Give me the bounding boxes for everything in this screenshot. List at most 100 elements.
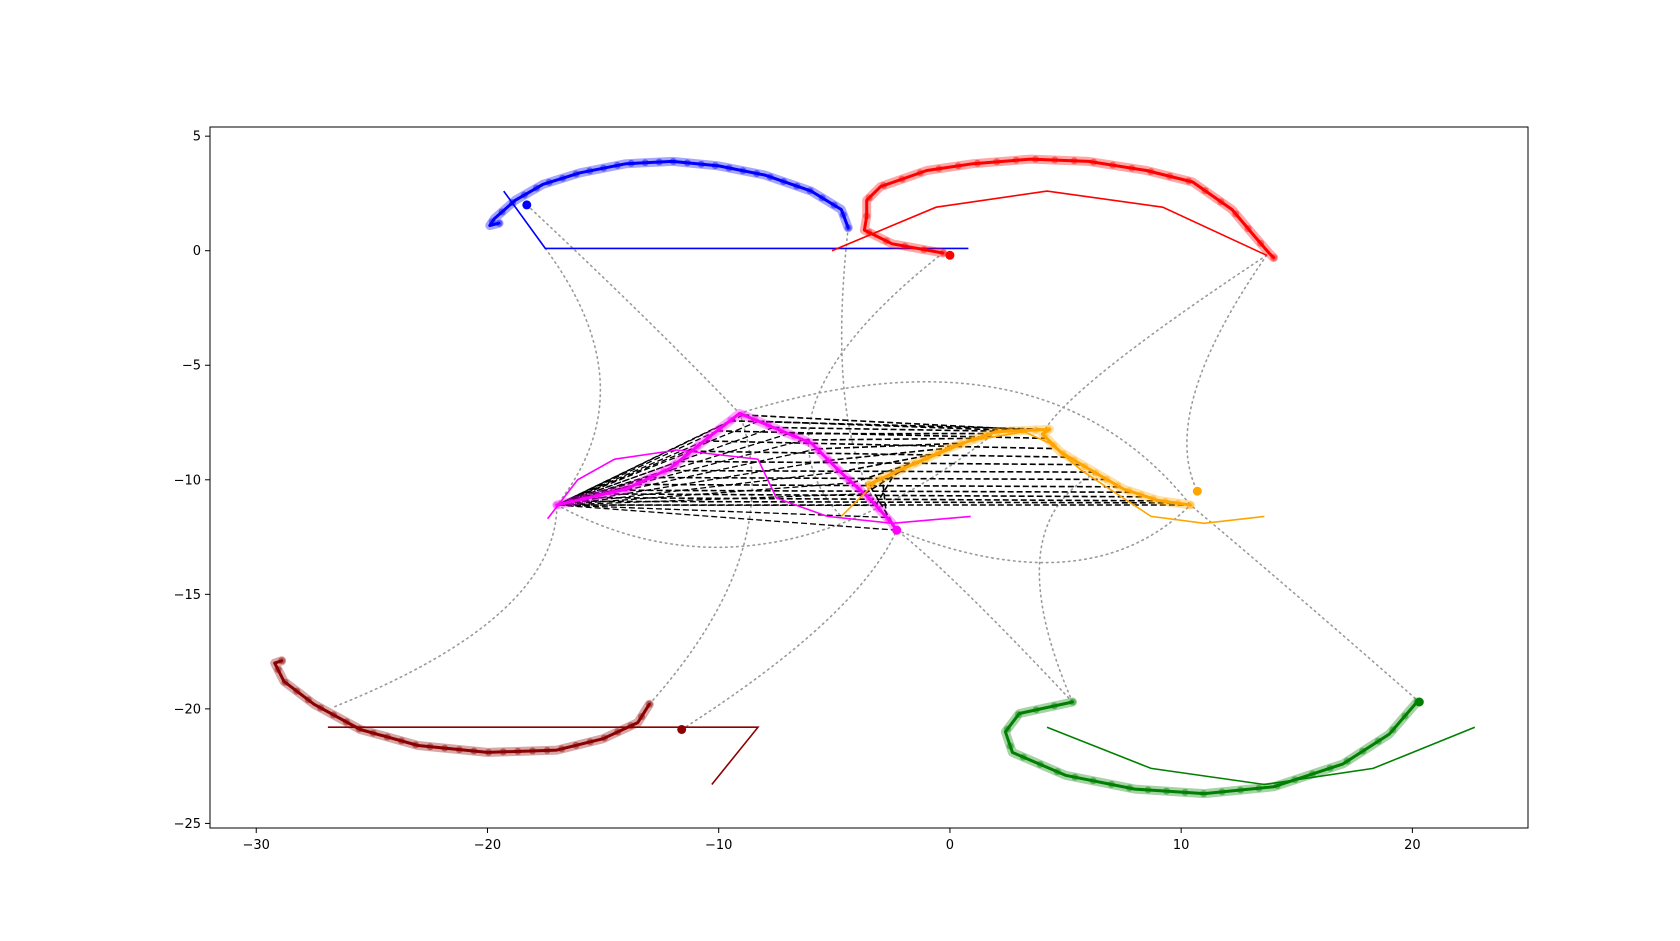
series-0-point-10 xyxy=(725,164,733,172)
series-5-point-9 xyxy=(1081,462,1089,470)
series-0-point-13 xyxy=(683,159,691,167)
series-5-point-1 xyxy=(1174,499,1182,507)
series-0-point-9 xyxy=(739,167,747,175)
series-2-point-14 xyxy=(455,746,463,754)
series-2 xyxy=(270,656,760,786)
connection-curve-14 xyxy=(895,504,1192,564)
series-3-point-13 xyxy=(1144,786,1152,794)
series-1-trajectory xyxy=(862,157,1276,260)
series-2-point-13 xyxy=(470,747,478,755)
series-4-point-12 xyxy=(705,433,713,441)
x-tick-label-3: 0 xyxy=(946,838,954,853)
series-2-point-19 xyxy=(383,733,391,741)
series-3-point-25 xyxy=(1359,747,1367,755)
series-4-marker xyxy=(892,525,902,535)
series-2-point-17 xyxy=(412,741,420,749)
series-0-point-14 xyxy=(669,157,677,165)
series-1-point-29 xyxy=(1270,254,1278,262)
series-5-point-19 xyxy=(982,431,990,439)
link-line-2 xyxy=(588,496,1162,502)
series-4-trajectory xyxy=(555,411,899,532)
series-3-point-11 xyxy=(1107,780,1115,788)
series-0-point-18 xyxy=(613,161,621,169)
series-1-point-12 xyxy=(973,159,981,167)
series-2-point-22 xyxy=(342,718,350,726)
series-1-point-19 xyxy=(1109,161,1117,169)
series-3-point-22 xyxy=(1309,770,1317,778)
series-3-point-24 xyxy=(1343,757,1351,765)
series-2-point-4 xyxy=(600,734,608,742)
series-4-point-5 xyxy=(622,485,630,493)
series-1-point-5 xyxy=(863,212,871,220)
series-3-point-28 xyxy=(1401,712,1409,720)
series-3-point-9 xyxy=(1071,773,1079,781)
series-2-point-12 xyxy=(485,748,493,756)
series-2-point-6 xyxy=(572,741,580,749)
link-line-24 xyxy=(881,478,888,518)
series-3-point-15 xyxy=(1181,788,1189,796)
fan-line-19 xyxy=(556,459,829,506)
series-3-point-14 xyxy=(1163,787,1171,795)
series-5-point-17 xyxy=(1006,427,1014,435)
series-0-point-15 xyxy=(655,158,663,166)
y-tick-label-2: −5 xyxy=(182,359,201,374)
connection-curve-1 xyxy=(544,247,602,506)
series-5-point-12 xyxy=(1050,441,1058,449)
series-4-polyline xyxy=(546,449,971,525)
series-2-point-0 xyxy=(645,700,653,708)
series-0-marker xyxy=(522,200,532,210)
series-0-point-22 xyxy=(559,174,567,182)
series-0-point-2 xyxy=(830,201,838,209)
series-0-point-29 xyxy=(495,219,503,227)
series-0-trajectory xyxy=(488,159,850,230)
series-0-point-17 xyxy=(627,159,635,167)
series-2-point-15 xyxy=(441,744,449,752)
connection-curve-11 xyxy=(1038,472,1097,703)
series-2-point-23 xyxy=(329,711,337,719)
series-3-point-19 xyxy=(1255,784,1263,792)
series-0-point-7 xyxy=(766,173,774,181)
series-1-point-13 xyxy=(993,158,1001,166)
series-1-point-26 xyxy=(1232,210,1240,218)
link-line-10 xyxy=(704,440,1058,450)
series-1-point-3 xyxy=(882,237,890,245)
series-5-point-7 xyxy=(1103,475,1111,483)
series-4-point-15 xyxy=(738,411,746,419)
series-4-point-4 xyxy=(608,488,616,496)
series-2-point-28 xyxy=(274,666,282,674)
series-1-point-27 xyxy=(1244,225,1252,233)
series-0-point-27 xyxy=(498,208,506,216)
series-1-point-9 xyxy=(916,169,924,177)
series-4-point-10 xyxy=(683,451,691,459)
series-1-point-22 xyxy=(1166,172,1174,180)
series-1 xyxy=(831,154,1279,263)
fan-line-15 xyxy=(556,426,774,506)
series-0-point-24 xyxy=(532,184,540,192)
series-1-point-25 xyxy=(1217,198,1225,206)
fan-line-14 xyxy=(556,420,759,506)
series-3-trajectory xyxy=(1003,700,1419,796)
x-tick-label-4: 10 xyxy=(1173,838,1190,853)
series-3-point-27 xyxy=(1389,726,1397,734)
x-tick-label-5: 20 xyxy=(1404,838,1421,853)
fan-line-25 xyxy=(556,504,897,531)
series-0-point-12 xyxy=(697,160,705,168)
link-line-19 xyxy=(828,447,950,462)
series-1-point-16 xyxy=(1051,156,1059,164)
series-5-polyline xyxy=(840,430,1265,525)
series-4-point-18 xyxy=(777,427,785,435)
x-tick-label-0: −30 xyxy=(243,838,270,853)
series-3-point-7 xyxy=(1036,760,1044,768)
series-5-point-2 xyxy=(1161,497,1169,505)
series-1-polyline xyxy=(831,190,1268,257)
y-tick-label-5: −20 xyxy=(174,702,201,717)
series-2-marker xyxy=(677,724,687,734)
connection-curve-3 xyxy=(807,252,944,518)
series-4-point-23 xyxy=(834,466,842,474)
series-3-point-1 xyxy=(1050,702,1058,710)
series-0-point-8 xyxy=(753,169,761,177)
series-2-point-5 xyxy=(586,738,594,746)
connection-curve-7 xyxy=(648,412,753,706)
series-5 xyxy=(840,424,1265,525)
